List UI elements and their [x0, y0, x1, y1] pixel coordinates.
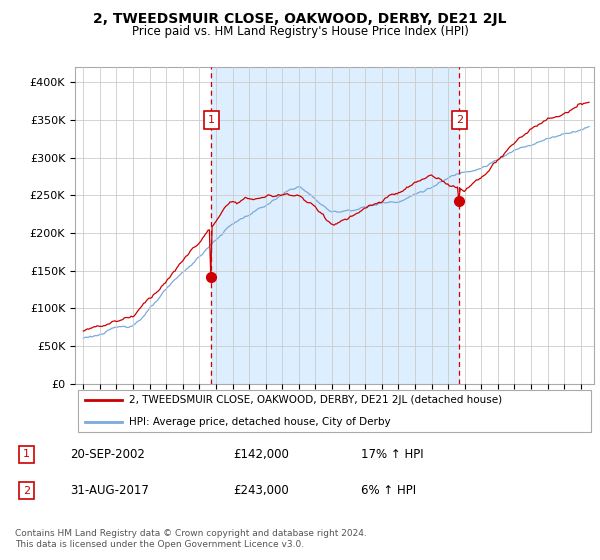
Text: 17% ↑ HPI: 17% ↑ HPI: [361, 447, 424, 461]
Text: £243,000: £243,000: [233, 484, 289, 497]
FancyBboxPatch shape: [77, 390, 592, 432]
Text: HPI: Average price, detached house, City of Derby: HPI: Average price, detached house, City…: [130, 417, 391, 427]
Text: £142,000: £142,000: [233, 447, 289, 461]
Text: 6% ↑ HPI: 6% ↑ HPI: [361, 484, 416, 497]
Text: Contains HM Land Registry data © Crown copyright and database right 2024.
This d: Contains HM Land Registry data © Crown c…: [15, 529, 367, 549]
Text: 1: 1: [208, 115, 215, 125]
Text: 2, TWEEDSMUIR CLOSE, OAKWOOD, DERBY, DE21 2JL: 2, TWEEDSMUIR CLOSE, OAKWOOD, DERBY, DE2…: [93, 12, 507, 26]
Text: 2, TWEEDSMUIR CLOSE, OAKWOOD, DERBY, DE21 2JL (detached house): 2, TWEEDSMUIR CLOSE, OAKWOOD, DERBY, DE2…: [130, 395, 503, 405]
Text: 20-SEP-2002: 20-SEP-2002: [70, 447, 145, 461]
Text: 2: 2: [23, 486, 30, 496]
Text: 2: 2: [455, 115, 463, 125]
Text: 31-AUG-2017: 31-AUG-2017: [70, 484, 149, 497]
Bar: [211, 67, 459, 384]
Text: 1: 1: [23, 449, 30, 459]
Text: Price paid vs. HM Land Registry's House Price Index (HPI): Price paid vs. HM Land Registry's House …: [131, 25, 469, 38]
